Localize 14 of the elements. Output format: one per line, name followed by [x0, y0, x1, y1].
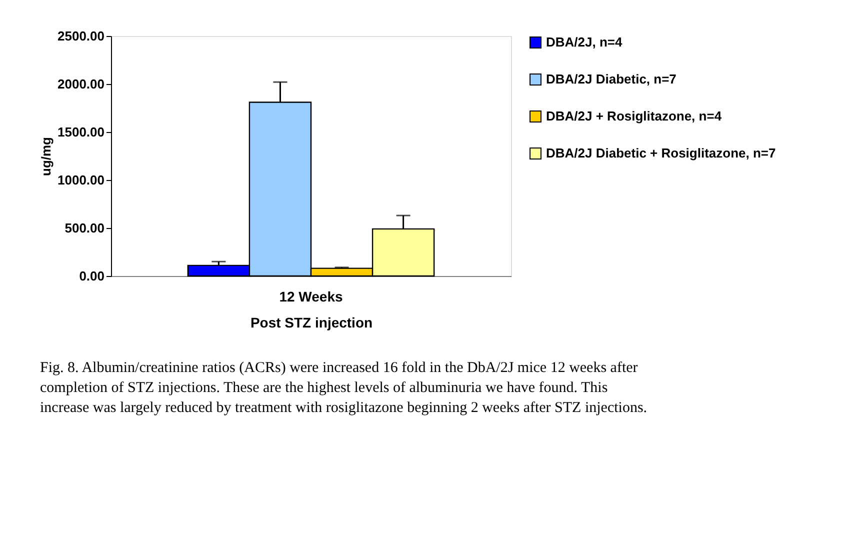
y-tick-label: 500.00 [64, 220, 104, 236]
legend-label: DBA/2J Diabetic + Rosiglitazone, n=7 [546, 146, 776, 160]
y-tick-label: 1000.00 [58, 172, 104, 188]
legend-label: DBA/2J + Rosiglitazone, n=4 [546, 108, 722, 124]
x-axis-title: Post STZ injection [250, 314, 373, 330]
y-tick-label: 2000.00 [58, 76, 104, 92]
y-tick-label: 1500.00 [58, 124, 104, 140]
x-tick-label: 12 Weeks [279, 288, 343, 304]
legend-label: DBA/2J, n=4 [546, 34, 623, 50]
y-tick-label: 0.00 [79, 268, 104, 284]
caption: Fig. 8. Albumin/creatinine ratios (ACRs) were increased 16 fold in the DbA/2J mice 12 weeks after completion of STZ injections. These are the highest levels of albuminuria we have found. This increase was largely reduced by treatment with rosiglitazone beginning 2 weeks after STZ injections. [40, 360, 648, 416]
y-axis-title: ug/mg [38, 136, 54, 176]
y-tick-label: 2500.00 [58, 28, 104, 44]
legend-label: DBA/2J Diabetic, n=7 [546, 72, 676, 86]
